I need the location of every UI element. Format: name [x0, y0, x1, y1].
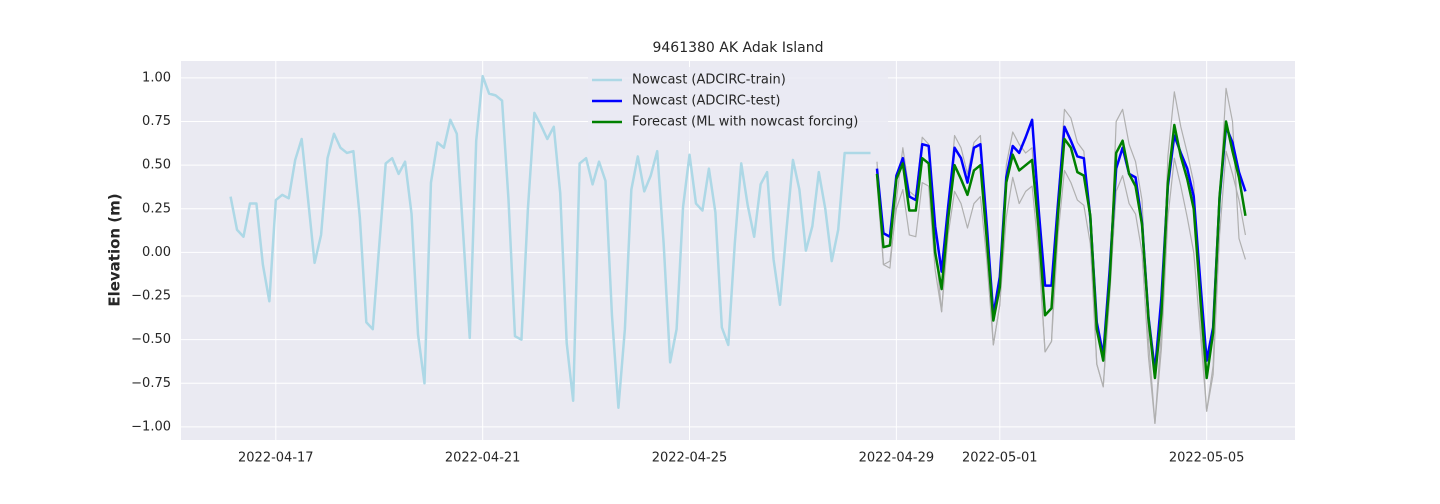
- y-tick-label: −0.75: [131, 376, 171, 391]
- y-tick-label: 0.75: [142, 114, 171, 129]
- series-line: [229, 74, 871, 409]
- y-tick-label: −0.50: [131, 332, 171, 347]
- x-tick-label: 2022-04-29: [859, 451, 935, 466]
- chart-title: 9461380 AK Adak Island: [652, 40, 823, 56]
- x-tick-label: 2022-05-05: [1169, 451, 1245, 466]
- series-line: [876, 150, 1247, 425]
- y-tick-label: 0.50: [142, 158, 171, 173]
- series-line: [875, 120, 1247, 380]
- y-tick-label: 0.00: [142, 245, 171, 260]
- x-tick-label: 2022-05-01: [962, 451, 1038, 466]
- y-tick-label: −1.00: [131, 419, 171, 434]
- x-tick-label: 2022-04-17: [238, 451, 314, 466]
- legend-label: Nowcast (ADCIRC-test): [632, 94, 781, 109]
- legend-label: Nowcast (ADCIRC-train): [632, 73, 786, 88]
- x-tick-label: 2022-04-21: [445, 451, 521, 466]
- y-tick-label: −0.25: [131, 289, 171, 304]
- legend-box: [588, 67, 888, 141]
- y-tick-label: 1.00: [142, 70, 171, 85]
- y-tick-label: 0.25: [142, 201, 171, 216]
- legend-label: Forecast (ML with nowcast forcing): [632, 115, 858, 130]
- legend: Nowcast (ADCIRC-train) Nowcast (ADCIRC-te…: [588, 67, 888, 141]
- y-axis-label: Elevation (m): [106, 193, 124, 306]
- x-tick-label: 2022-04-25: [652, 451, 728, 466]
